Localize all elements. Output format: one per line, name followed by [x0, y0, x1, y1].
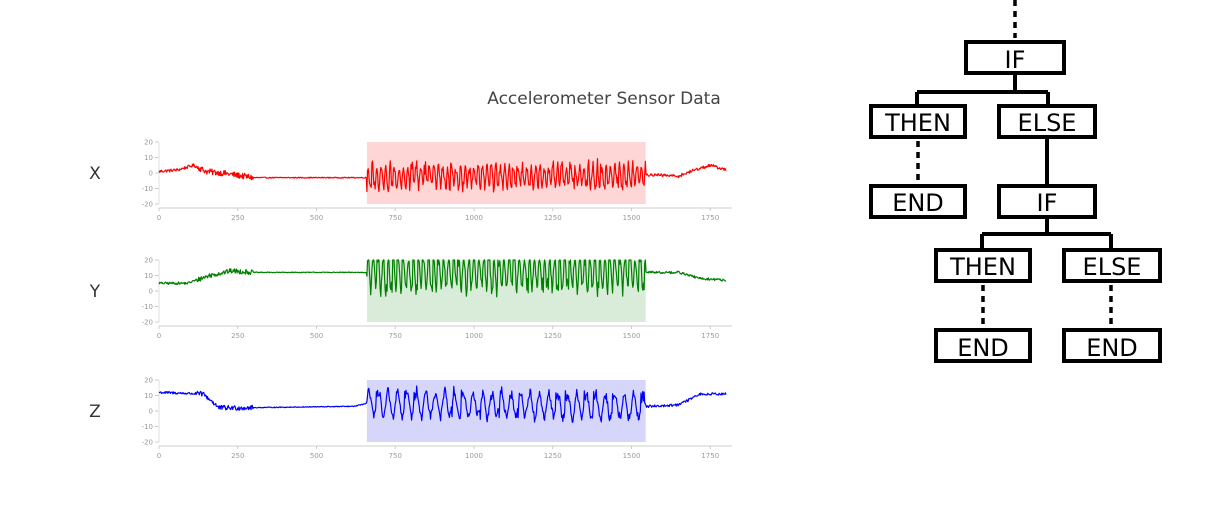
y-tick-label: -20: [142, 319, 153, 327]
tree-node-end-mid: [934, 328, 1032, 363]
y-tick-label: -20: [142, 439, 153, 447]
tree-node-else-right: [1062, 248, 1162, 283]
chart-title: Accelerometer Sensor Data: [487, 89, 720, 109]
highlight-region: [366, 380, 646, 442]
series-label-y: Y: [89, 282, 101, 302]
y-tick-label: 0: [149, 170, 153, 178]
series-label-x: X: [89, 164, 101, 184]
tree-node-end-right: [1062, 328, 1162, 363]
tree-node-then-left: [869, 104, 967, 139]
y-tick-label: 10: [144, 272, 153, 280]
series-label-z: Z: [89, 402, 101, 422]
x-tick-label: 1250: [544, 452, 562, 460]
panel-x: X 20 10 0 -10 -20 0 250 500 750 1000 1250 1500 1750: [89, 139, 732, 222]
tree-label-then-left: THEN: [884, 109, 951, 137]
x-tick-label: 1750: [701, 214, 719, 222]
x-tick-label: 1250: [544, 214, 562, 222]
series-line-z: [158, 385, 727, 423]
x-tick-label: 500: [310, 214, 323, 222]
x-tick-label: 750: [389, 332, 402, 340]
panel-z: Z 20 10 0 -10 -20 0 250 500 750 1000 1250 1500 1750: [89, 377, 732, 460]
x-tick-label: 1250: [544, 332, 562, 340]
tree-label-then-right: THEN: [949, 253, 1016, 281]
x-tick-label: 1500: [623, 452, 641, 460]
x-tick-label: 0: [157, 452, 161, 460]
y-tick-label: -10: [142, 423, 153, 431]
x-tick-label: 1000: [465, 332, 483, 340]
y-tick-label: -20: [142, 201, 153, 209]
x-tick-label: 1000: [465, 214, 483, 222]
tree-label-else-left: ELSE: [1018, 109, 1077, 137]
y-tick-label: -10: [142, 185, 153, 193]
decision-tree-diagram: IF THEN ELSE END IF THEN ELSE: [869, 0, 1162, 363]
tree-label-else-right: ELSE: [1083, 253, 1142, 281]
series-line-x: [158, 158, 727, 193]
y-tick-label: 20: [144, 257, 153, 265]
tree-label-if-top: IF: [1005, 46, 1026, 74]
x-tick-label: 1500: [623, 214, 641, 222]
y-tick-label: 10: [144, 392, 153, 400]
tree-label-end-left: END: [892, 189, 944, 217]
tree-node-end-left: [869, 184, 967, 219]
x-tick-label: 0: [157, 332, 161, 340]
x-tick-label: 0: [157, 214, 161, 222]
tree-label-end-mid: END: [957, 334, 1009, 362]
y-tick-label: -10: [142, 303, 153, 311]
x-tick-label: 500: [310, 452, 323, 460]
x-tick-label: 250: [231, 332, 244, 340]
x-tick-label: 500: [310, 332, 323, 340]
x-tick-label: 750: [389, 214, 402, 222]
y-tick-label: 0: [149, 288, 153, 296]
tree-label-end-right: END: [1086, 334, 1138, 362]
y-tick-label: 0: [149, 408, 153, 416]
y-tick-label: 20: [144, 377, 153, 385]
tree-label-if-mid: IF: [1037, 189, 1058, 217]
x-tick-label: 1750: [701, 452, 719, 460]
y-tick-label: 20: [144, 139, 153, 147]
x-tick-label: 250: [231, 452, 244, 460]
x-tick-label: 750: [389, 452, 402, 460]
x-tick-label: 1500: [623, 332, 641, 340]
x-tick-label: 1750: [701, 332, 719, 340]
x-tick-label: 250: [231, 214, 244, 222]
series-line-y: [158, 259, 727, 298]
tree-node-then-right: [934, 248, 1032, 283]
x-tick-label: 1000: [465, 452, 483, 460]
panel-y: Y 20 10 0 -10 -20 0 250 500 750 1000 1250 1500 1750: [89, 257, 732, 340]
y-tick-label: 10: [144, 154, 153, 162]
